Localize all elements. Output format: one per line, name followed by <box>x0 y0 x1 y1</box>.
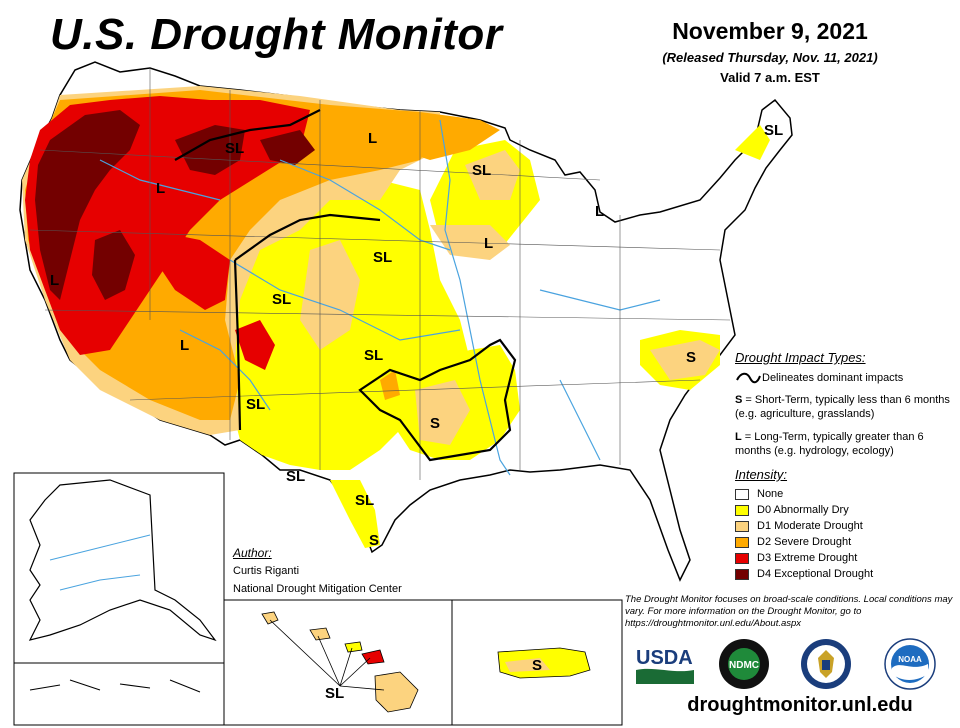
map-label-SL-oklahoma: SL <box>364 347 383 364</box>
ndmc-logo: NDMC <box>719 639 769 689</box>
ndmc-logo-text: NDMC <box>729 660 759 671</box>
map-label-SL-montana: SL <box>225 140 244 157</box>
intensity-heading: Intensity: <box>735 467 788 482</box>
hawaii-islands <box>261 611 419 713</box>
impact-short-term: S = Short-Term, typically less than 6 mo… <box>735 393 950 421</box>
map-title: U.S. Drought Monitor <box>50 10 503 59</box>
map-label-L-michigan: L <box>595 203 604 220</box>
legend-label: D3 Extreme Drought <box>757 552 858 564</box>
author-heading: Author: <box>233 546 272 560</box>
legend-label: D1 Moderate Drought <box>757 520 863 532</box>
map-label-S-carolina: S <box>686 349 696 366</box>
legend-item-d4: D4 Exceptional Drought <box>735 567 873 581</box>
d4-layer <box>35 110 315 300</box>
legend-swatch <box>735 536 749 548</box>
map-label-L-northplains: L <box>368 130 377 147</box>
map-label-SL-wisconsin: SL <box>472 162 491 179</box>
map-label-S-puertorico: S <box>532 657 542 674</box>
legend-item-d3: D3 Extreme Drought <box>735 551 857 565</box>
author-org: National Drought Mitigation Center <box>233 583 402 595</box>
aleutian-islands <box>29 679 201 693</box>
aleutian-inset-frame <box>13 662 225 726</box>
legend-swatch <box>735 568 749 580</box>
legend-label: D0 Abnormally Dry <box>757 504 849 516</box>
map-label-SL-colorado: SL <box>272 291 291 308</box>
website-link[interactable]: droughtmonitor.unl.edu <box>687 694 913 716</box>
impact-s-code: S <box>735 394 743 406</box>
map-label-S-texastip: S <box>369 532 379 549</box>
legend-swatch <box>735 488 749 500</box>
impact-boundaries <box>174 109 517 462</box>
impact-long-term: L = Long-Term, typically greater than 6 … <box>735 430 950 458</box>
map-label-S-arkansas: S <box>430 415 440 432</box>
state-lines <box>29 68 731 480</box>
legend-item-d1: D1 Moderate Drought <box>735 519 863 533</box>
puertorico-d1 <box>505 658 550 672</box>
impact-line-sample <box>736 372 761 384</box>
valid-time: Valid 7 a.m. EST <box>720 70 820 85</box>
noaa-logo: NOAA <box>884 638 936 690</box>
legend-swatch <box>735 520 749 532</box>
map-label-L-california: L <box>50 272 59 289</box>
usda-logo-text: USDA <box>636 647 693 669</box>
impact-types-heading: Drought Impact Types: <box>735 350 866 365</box>
impact-l-text: = Long-Term, typically greater than 6 mo… <box>735 431 924 457</box>
legend-swatch <box>735 504 749 516</box>
legend-item-d2: D2 Severe Drought <box>735 535 851 549</box>
release-date: (Released Thursday, Nov. 11, 2021) <box>662 50 878 65</box>
map-label-L-arizona: L <box>180 337 189 354</box>
legend-label: None <box>757 488 784 500</box>
legend-swatch <box>735 552 749 564</box>
impact-line-text: Delineates dominant impacts <box>762 372 904 384</box>
hawaii-inset-frame <box>223 599 453 726</box>
map-date: November 9, 2021 <box>672 18 868 44</box>
hawaii-pointer-lines <box>269 619 385 691</box>
disclaimer-text: The Drought Monitor focuses on broad-sca… <box>625 594 953 629</box>
author-name: Curtis Riganti <box>233 565 300 577</box>
map-label-SL-westtexas: SL <box>286 468 305 485</box>
map-label-SL-nebraska: SL <box>373 249 392 266</box>
map-label-SL-newengland: SL <box>764 122 783 139</box>
map-label-SL-newmexico: SL <box>246 396 265 413</box>
legend-item-d0: D0 Abnormally Dry <box>735 503 849 517</box>
legend-label: D2 Severe Drought <box>757 536 852 548</box>
map-label-L-idaho: L <box>156 180 165 197</box>
legend-label: D4 Exceptional Drought <box>757 568 874 580</box>
impact-l-code: L <box>735 431 742 443</box>
map-label-SL-hawaii: SL <box>325 685 344 702</box>
map-label-SL-southtexas: SL <box>355 492 374 509</box>
alaska-outline <box>28 479 217 642</box>
impact-s-text: = Short-Term, typically less than 6 mont… <box>735 394 950 420</box>
map-label-L-illinois: L <box>484 235 493 252</box>
legend-item-none: None <box>735 487 783 501</box>
alaska-rivers <box>49 534 151 591</box>
usda-logo: USDA <box>636 647 694 684</box>
noaa-logo-text: NOAA <box>898 655 922 664</box>
commerce-logo <box>801 639 851 689</box>
